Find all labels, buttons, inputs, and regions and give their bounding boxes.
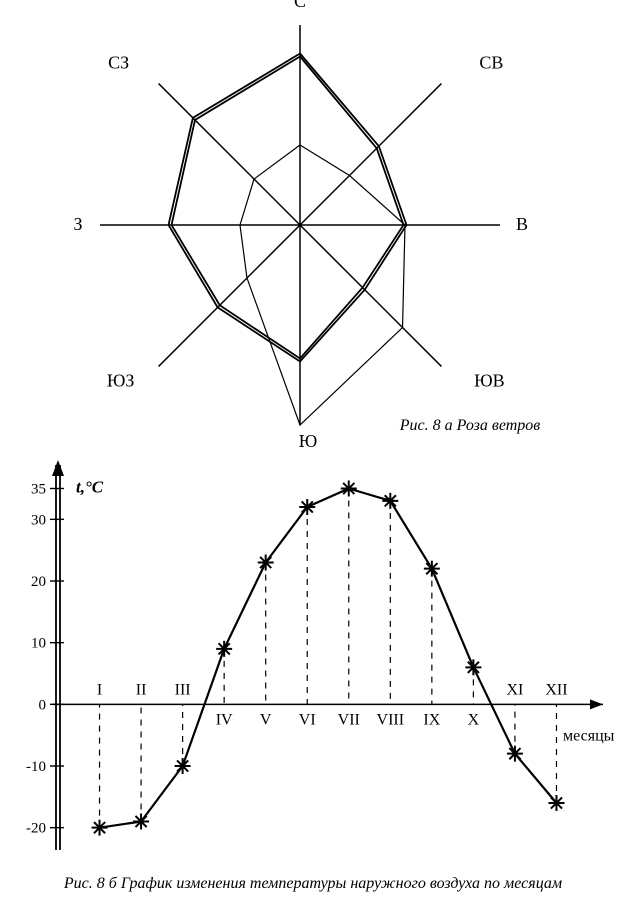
- wind-rose-dir-label: ЮВ: [474, 370, 505, 390]
- wind-rose-dir-label: СЗ: [108, 53, 129, 73]
- wind-rose-dir-label: СВ: [479, 53, 503, 73]
- month-label: III: [175, 681, 191, 698]
- temperature-caption: Рис. 8 б График изменения температуры на…: [63, 875, 562, 892]
- temperature-marker: [258, 555, 274, 571]
- wind-rose-axis: [300, 225, 441, 366]
- month-label: VIII: [377, 711, 405, 728]
- month-label: X: [468, 711, 480, 728]
- x-axis-label: месяцы: [563, 727, 615, 744]
- y-axis-label: t,°C: [76, 478, 104, 497]
- month-label: VI: [299, 711, 316, 728]
- temperature-chart: -20-10010203035t,°CIIIIIIIVVVIVIIVIIIIXX…: [0, 450, 627, 898]
- month-label: I: [97, 681, 102, 698]
- wind-rose-axis: [159, 84, 300, 225]
- wind-rose-dir-label: ЮЗ: [107, 370, 135, 390]
- temperature-marker: [424, 561, 440, 577]
- wind-rose-inner: [240, 145, 405, 425]
- month-label: XI: [506, 681, 523, 698]
- temperature-marker: [548, 795, 564, 811]
- y-tick-label: 0: [39, 697, 47, 713]
- temperature-line: [100, 489, 557, 828]
- month-label: IX: [423, 711, 440, 728]
- temperature-marker: [465, 659, 481, 675]
- wind-rose-dir-label: С: [294, 0, 306, 11]
- month-label: VII: [338, 711, 360, 728]
- wind-rose-chart: С СВ В ЮВ Ю ЮЗ З СЗ Рис. 8 а Роза ветров: [0, 0, 627, 450]
- y-tick-label: 10: [31, 636, 46, 652]
- temperature-marker: [341, 481, 357, 497]
- wind-rose-dir-label: В: [516, 214, 528, 234]
- x-axis-arrow: [590, 699, 603, 709]
- month-label: XII: [545, 681, 567, 698]
- temperature-marker: [216, 641, 232, 657]
- y-tick-label: -20: [26, 821, 46, 837]
- temperature-marker: [175, 758, 191, 774]
- y-tick-label: -10: [26, 759, 46, 775]
- wind-rose-outer-a: [169, 54, 407, 362]
- temperature-marker: [299, 499, 315, 515]
- temperature-marker: [507, 746, 523, 762]
- page: С СВ В ЮВ Ю ЮЗ З СЗ Рис. 8 а Роза ветров -20 -10 0…: [0, 0, 627, 898]
- month-label: V: [260, 711, 272, 728]
- y-tick-label: 35: [31, 482, 46, 498]
- temperature-marker: [133, 814, 149, 830]
- month-label: IV: [216, 711, 233, 728]
- y-tick-label: 20: [31, 574, 46, 590]
- wind-rose-axis: [300, 84, 441, 225]
- temperature-marker: [382, 493, 398, 509]
- y-tick-label: 30: [31, 512, 46, 528]
- wind-rose-outer-b: [172, 57, 404, 359]
- month-label: II: [136, 681, 147, 698]
- wind-rose-dir-label: З: [73, 214, 82, 234]
- temperature-marker: [92, 820, 108, 836]
- wind-rose-caption: Рис. 8 а Роза ветров: [399, 417, 540, 434]
- wind-rose-dir-label: Ю: [299, 431, 318, 450]
- y-axis-arrow: [52, 460, 64, 476]
